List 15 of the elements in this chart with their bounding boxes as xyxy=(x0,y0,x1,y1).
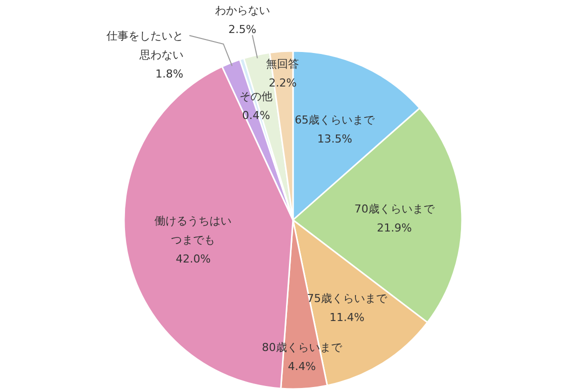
data-label: 42.0% xyxy=(176,252,211,266)
slice-label: 65歳くらいまで xyxy=(294,114,376,127)
slice-label: 70歳くらいまで xyxy=(354,202,436,216)
slice-label: わからない xyxy=(214,4,270,17)
data-label: 1.8% xyxy=(155,67,184,80)
data-label: 21.9% xyxy=(376,221,412,234)
slice-label: その他 xyxy=(240,90,273,104)
data-label: 0.4% xyxy=(242,109,270,122)
slice-label: 働けるうちはいつまでも xyxy=(154,214,232,247)
data-label: 11.4% xyxy=(330,310,364,324)
data-label: 13.5% xyxy=(317,132,352,146)
data-label: 4.4% xyxy=(288,360,316,373)
data-label: 2.5% xyxy=(228,23,256,36)
slice-label: 無回答 xyxy=(266,58,300,71)
slice-label: 仕事をしたいと思わない xyxy=(106,29,184,62)
